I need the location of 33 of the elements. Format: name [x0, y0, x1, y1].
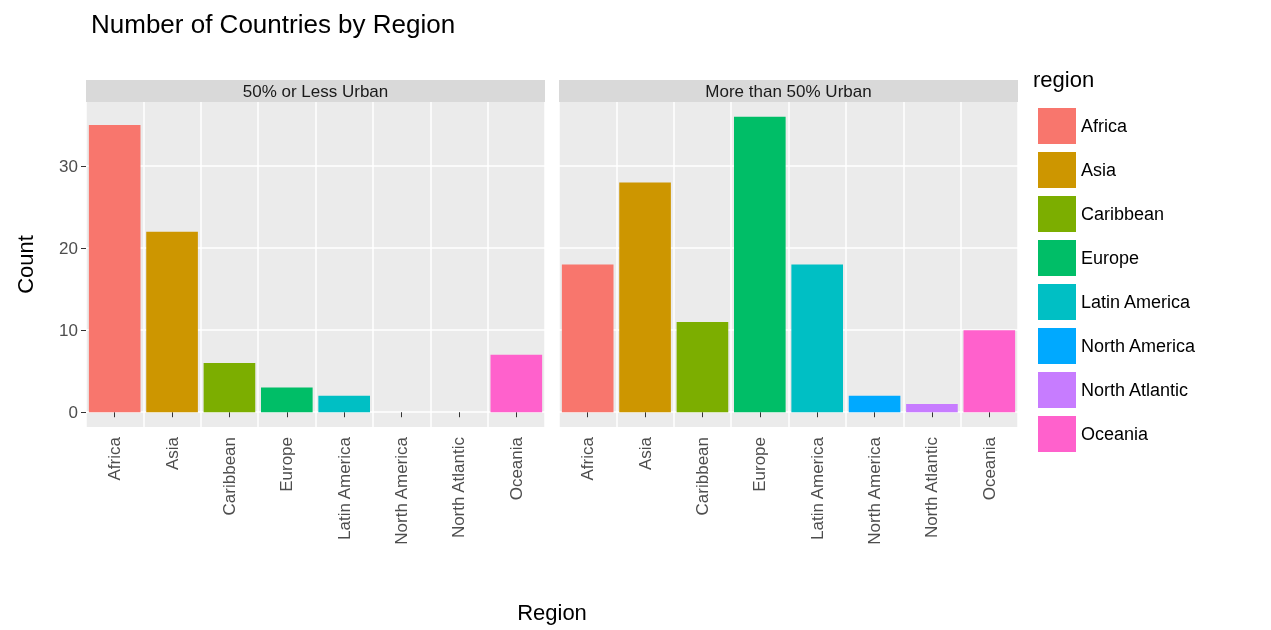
x-tick-label: Oceania: [506, 436, 526, 501]
x-tick-label: Latin America: [334, 436, 354, 540]
x-tick-label: Caribbean: [219, 437, 239, 516]
y-axis-title: Count: [12, 235, 38, 294]
x-tick-label: North America: [865, 436, 885, 545]
legend-label: North Atlantic: [1081, 380, 1189, 400]
x-tick-label: Caribbean: [692, 437, 712, 516]
chart-subtitle: 50% or Less Urban: [242, 81, 389, 101]
x-tick-label: Africa: [105, 436, 125, 481]
y-tick-label: 20: [59, 238, 78, 258]
legend-label: Europe: [1081, 248, 1140, 268]
x-tick-label: North Atlantic: [449, 436, 469, 539]
x-tick-label: Africa: [578, 436, 598, 481]
legend-label: North America: [1081, 336, 1197, 356]
legend-label: Asia: [1081, 160, 1117, 180]
legend-label: Latin America: [1081, 292, 1192, 312]
y-tick-label: 30: [59, 156, 78, 176]
x-axis-title: Region: [517, 599, 587, 625]
y-tick-label: 0: [68, 402, 78, 422]
legend-title: region: [1033, 66, 1095, 92]
x-tick-label: Asia: [635, 436, 655, 471]
chart-subtitle: More than 50% Urban: [705, 81, 872, 101]
x-tick-label: North America: [392, 436, 412, 545]
x-tick-label: North Atlantic: [922, 436, 942, 539]
legend-label: Africa: [1081, 116, 1128, 136]
chart-title: Number of Countries by Region: [91, 9, 456, 39]
x-tick-label: Asia: [162, 436, 182, 471]
legend-label: Caribbean: [1081, 204, 1165, 224]
x-tick-label: Europe: [277, 437, 297, 492]
x-tick-label: Latin America: [807, 436, 827, 540]
y-tick-label: 10: [59, 320, 78, 340]
x-tick-label: Europe: [750, 437, 770, 492]
x-tick-label: Oceania: [979, 436, 999, 501]
